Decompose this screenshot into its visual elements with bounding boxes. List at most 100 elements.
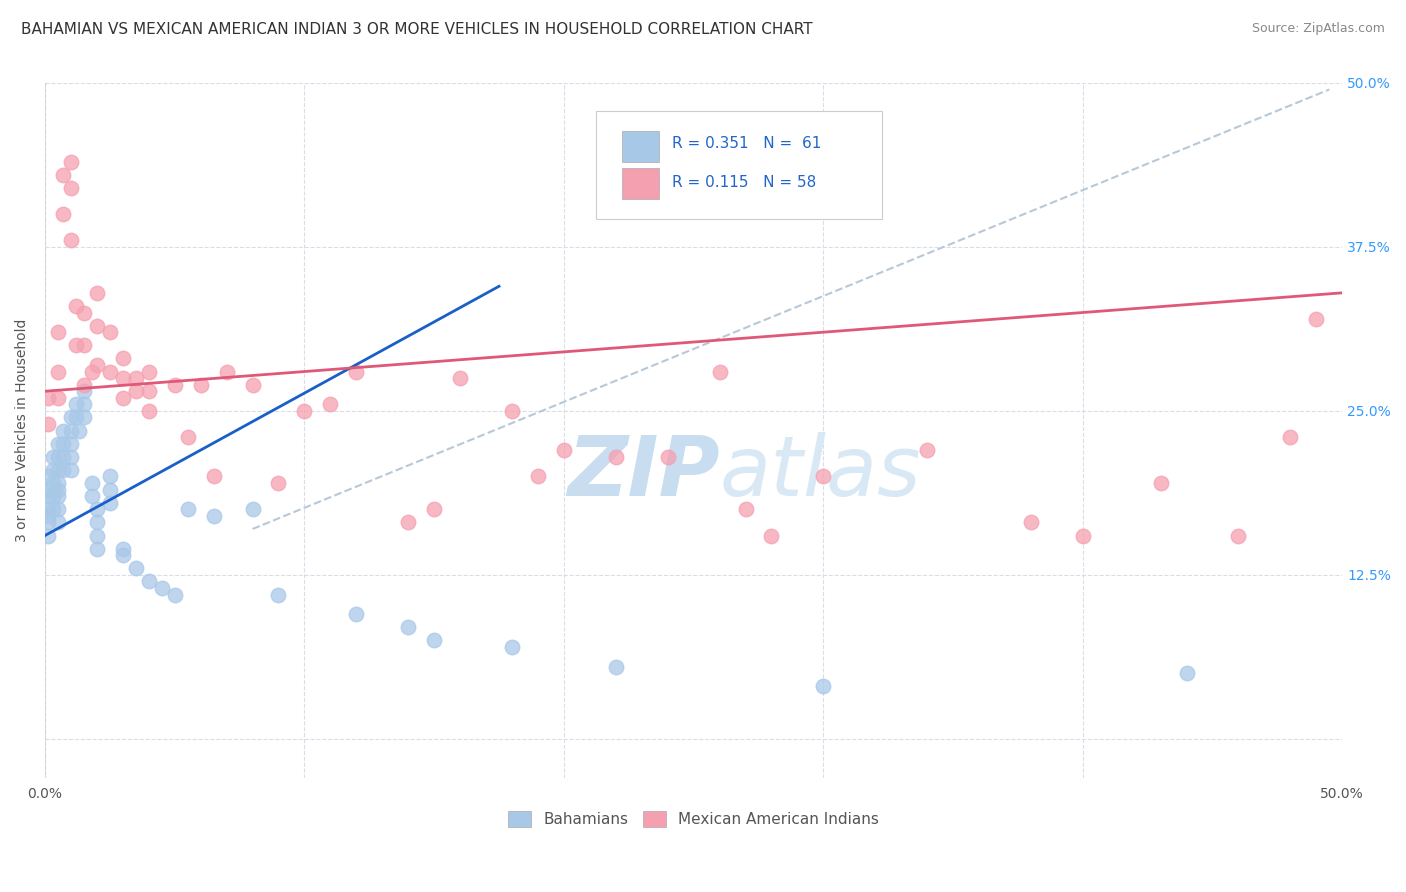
Point bbox=[59, 450, 82, 464]
Point bbox=[37, 391, 59, 405]
Point bbox=[65, 410, 87, 425]
Legend: Bahamians, Mexican American Indians: Bahamians, Mexican American Indians bbox=[502, 805, 886, 833]
Point bbox=[111, 548, 134, 562]
FancyBboxPatch shape bbox=[623, 131, 658, 161]
Point bbox=[37, 528, 59, 542]
Point bbox=[42, 450, 65, 464]
Point bbox=[1071, 528, 1094, 542]
Point bbox=[52, 436, 75, 450]
Point bbox=[46, 325, 69, 339]
Point bbox=[501, 404, 523, 418]
Text: atlas: atlas bbox=[720, 432, 921, 513]
Point bbox=[52, 450, 75, 464]
Point bbox=[52, 424, 75, 438]
Point bbox=[52, 207, 75, 221]
Point bbox=[46, 516, 69, 530]
Point bbox=[138, 404, 160, 418]
Point bbox=[86, 528, 108, 542]
Point bbox=[163, 377, 186, 392]
Point bbox=[37, 417, 59, 431]
Point bbox=[37, 489, 59, 503]
Point bbox=[42, 502, 65, 516]
Point bbox=[319, 397, 342, 411]
Point bbox=[73, 410, 96, 425]
Point bbox=[80, 365, 103, 379]
Point bbox=[501, 640, 523, 654]
Point bbox=[138, 384, 160, 399]
Text: BAHAMIAN VS MEXICAN AMERICAN INDIAN 3 OR MORE VEHICLES IN HOUSEHOLD CORRELATION : BAHAMIAN VS MEXICAN AMERICAN INDIAN 3 OR… bbox=[21, 22, 813, 37]
Point bbox=[734, 502, 756, 516]
Point bbox=[190, 377, 212, 392]
Point bbox=[553, 443, 575, 458]
Point bbox=[98, 325, 121, 339]
Point bbox=[267, 588, 290, 602]
Point bbox=[37, 469, 59, 483]
Point bbox=[46, 483, 69, 497]
Point bbox=[813, 679, 835, 693]
Point bbox=[242, 502, 264, 516]
Text: Source: ZipAtlas.com: Source: ZipAtlas.com bbox=[1251, 22, 1385, 36]
Point bbox=[527, 469, 550, 483]
Point bbox=[46, 436, 69, 450]
Point bbox=[98, 365, 121, 379]
Point bbox=[267, 476, 290, 491]
Point bbox=[37, 516, 59, 530]
Point bbox=[73, 377, 96, 392]
Point bbox=[86, 516, 108, 530]
Point bbox=[59, 463, 82, 477]
Point bbox=[46, 450, 69, 464]
Point bbox=[37, 502, 59, 516]
Point bbox=[98, 496, 121, 510]
Point bbox=[65, 299, 87, 313]
Point bbox=[202, 508, 225, 523]
Point bbox=[52, 463, 75, 477]
Point bbox=[80, 489, 103, 503]
Point bbox=[73, 397, 96, 411]
Point bbox=[67, 424, 90, 438]
Point bbox=[86, 502, 108, 516]
Point bbox=[605, 659, 627, 673]
Point bbox=[46, 463, 69, 477]
Point bbox=[605, 450, 627, 464]
Point bbox=[1149, 476, 1171, 491]
Text: ZIP: ZIP bbox=[567, 432, 720, 513]
Point bbox=[42, 489, 65, 503]
Point bbox=[46, 489, 69, 503]
Point bbox=[138, 574, 160, 589]
Point bbox=[294, 404, 316, 418]
Point bbox=[125, 384, 148, 399]
FancyBboxPatch shape bbox=[623, 169, 658, 199]
Point bbox=[73, 305, 96, 319]
Point bbox=[396, 620, 419, 634]
Point bbox=[423, 633, 446, 648]
Point bbox=[42, 463, 65, 477]
Point bbox=[813, 469, 835, 483]
Point bbox=[37, 508, 59, 523]
Point bbox=[86, 318, 108, 333]
Point bbox=[46, 391, 69, 405]
Point bbox=[59, 436, 82, 450]
Point bbox=[86, 541, 108, 556]
Point bbox=[73, 338, 96, 352]
Point bbox=[449, 371, 471, 385]
Point bbox=[65, 397, 87, 411]
Point bbox=[176, 502, 198, 516]
Point bbox=[396, 516, 419, 530]
Point bbox=[86, 285, 108, 300]
Point bbox=[59, 233, 82, 247]
Point bbox=[709, 365, 731, 379]
Point bbox=[761, 528, 783, 542]
Point bbox=[344, 365, 367, 379]
Point bbox=[150, 581, 173, 595]
Point bbox=[125, 371, 148, 385]
FancyBboxPatch shape bbox=[596, 111, 882, 219]
Point bbox=[202, 469, 225, 483]
Point bbox=[111, 351, 134, 366]
Point bbox=[37, 483, 59, 497]
Point bbox=[163, 588, 186, 602]
Point bbox=[46, 365, 69, 379]
Text: R = 0.115   N = 58: R = 0.115 N = 58 bbox=[672, 175, 815, 190]
Point bbox=[86, 358, 108, 372]
Point bbox=[98, 469, 121, 483]
Point bbox=[1175, 666, 1198, 681]
